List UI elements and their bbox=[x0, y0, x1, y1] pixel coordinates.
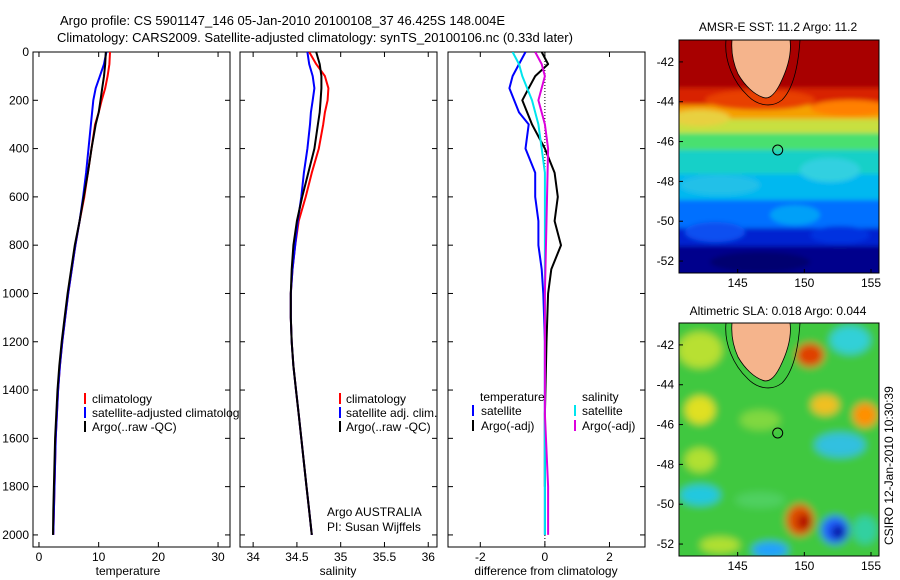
legend-temperature-satellite: satellite bbox=[481, 404, 522, 418]
sst-field bbox=[679, 40, 879, 273]
tasmania-land bbox=[725, 323, 801, 389]
sst-map-lat-label: -44 bbox=[657, 95, 675, 109]
figure-title-line2: Climatology: CARS2009. Satellite-adjuste… bbox=[57, 30, 573, 45]
salinity-x-tick-label: 35 bbox=[334, 550, 348, 564]
legend-argo-raw: Argo(..raw -QC) bbox=[92, 420, 177, 434]
sst-map-lon-label: 145 bbox=[728, 276, 748, 290]
depth-tick-label: 1800 bbox=[2, 480, 29, 494]
sst-map-lat-label: -46 bbox=[657, 135, 675, 149]
legend-argo-raw: Argo(..raw -QC) bbox=[346, 420, 431, 434]
sla-map-lat-label: -52 bbox=[657, 537, 675, 551]
temperature-x-tick-label: 10 bbox=[92, 550, 106, 564]
salinity-x-tick-label: 35.5 bbox=[373, 550, 397, 564]
depth-tick-label: 800 bbox=[9, 238, 29, 252]
argo-location-marker bbox=[772, 427, 784, 439]
sla-map-title: Altimetric SLA: 0.018 Argo: 0.044 bbox=[690, 304, 867, 318]
depth-tick-label: 1600 bbox=[2, 431, 29, 445]
difference-axis-label: difference from climatology bbox=[474, 564, 617, 578]
sst-map-lon-label: 150 bbox=[794, 276, 814, 290]
difference-series-0 bbox=[508, 52, 546, 535]
temperature-legend: climatology satellite-adjusted climatolo… bbox=[84, 392, 245, 434]
depth-tick-label: 1400 bbox=[2, 383, 29, 397]
difference-series-1 bbox=[521, 52, 562, 487]
legend-satellite-adjusted: satellite-adjusted climatology bbox=[92, 406, 245, 420]
salinity-axis-label: salinity bbox=[320, 564, 357, 578]
depth-tick-label: 1000 bbox=[2, 286, 29, 300]
sla-map-lon-label: 145 bbox=[728, 559, 748, 573]
sst-map-lat-label: -48 bbox=[657, 174, 675, 188]
sla-map-lat-label: -42 bbox=[657, 338, 675, 352]
legend-temperature-heading: temperature bbox=[480, 390, 545, 404]
map-sla: Altimetric SLA: 0.018 Argo: 0.044 bbox=[657, 304, 882, 573]
sst-map-title: AMSR-E SST: 11.2 Argo: 11.2 bbox=[699, 20, 858, 34]
sla-map-lon-label: 150 bbox=[794, 559, 814, 573]
sst-map-lat-label: -42 bbox=[657, 55, 675, 69]
legend-temperature-argo: Argo(-adj) bbox=[481, 419, 534, 433]
difference-legend: temperature satellite Argo(-adj) salinit… bbox=[472, 390, 635, 433]
depth-tick-label: 200 bbox=[9, 93, 29, 107]
salinity-series-2 bbox=[289, 52, 323, 536]
legend-climatology: climatology bbox=[346, 392, 406, 406]
temperature-x-tick-label: 20 bbox=[152, 550, 166, 564]
figure-title-line1: Argo profile: CS 5901147_146 05-Jan-2010… bbox=[60, 13, 505, 28]
data-center-annotation: Argo AUSTRALIA bbox=[327, 505, 422, 519]
legend-salinity-heading: salinity bbox=[582, 390, 619, 404]
depth-tick-label: 400 bbox=[9, 142, 29, 156]
difference-x-tick-label: -2 bbox=[475, 550, 486, 564]
tasmania-land bbox=[725, 40, 801, 106]
temperature-series-2 bbox=[52, 52, 107, 535]
depth-tick-label: 0 bbox=[22, 45, 29, 59]
legend-salinity-argo: Argo(-adj) bbox=[582, 419, 635, 433]
pi-annotation: PI: Susan Wijffels bbox=[327, 520, 421, 534]
panel-salinity: 34 34.5 35 35.5 36 salinity climatology sate… bbox=[239, 51, 438, 578]
legend-satellite-adj-clim: satellite adj. clim. bbox=[346, 406, 437, 420]
map-sst: AMSR-E SST: 11.2 Argo: 11.2 bbox=[657, 20, 882, 290]
sla-map-lat-label: -50 bbox=[657, 497, 675, 511]
panel-temperature: 0 10 20 30 0 200 400 600 800 1000 1200 1400 1600 1800… bbox=[2, 45, 245, 578]
temperature-x-tick-label: 0 bbox=[36, 550, 43, 564]
legend-salinity-satellite: satellite bbox=[582, 404, 623, 418]
temperature-axis-label: temperature bbox=[96, 564, 161, 578]
sst-map-lat-label: -50 bbox=[657, 214, 675, 228]
panel-difference: -2 0 2 difference from climatology tempera… bbox=[447, 51, 646, 578]
depth-tick-label: 600 bbox=[9, 190, 29, 204]
depth-tick-label: 1200 bbox=[2, 335, 29, 349]
sst-map-lat-label: -52 bbox=[657, 254, 675, 268]
sst-map-lon-label: 155 bbox=[861, 276, 881, 290]
sla-field bbox=[679, 323, 879, 556]
difference-series-3 bbox=[534, 52, 550, 535]
salinity-x-tick-label: 34.5 bbox=[285, 550, 309, 564]
sla-map-lon-label: 155 bbox=[861, 559, 881, 573]
difference-x-tick-label: 2 bbox=[606, 550, 613, 564]
temperature-x-tick-label: 30 bbox=[211, 550, 225, 564]
csiro-credit: CSIRO 12-Jan-2010 10:30:39 bbox=[882, 386, 896, 545]
sla-map-lat-label: -48 bbox=[657, 457, 675, 471]
depth-tick-label: 2000 bbox=[2, 528, 29, 542]
legend-climatology: climatology bbox=[92, 392, 152, 406]
sla-map-lat-label: -44 bbox=[657, 378, 675, 392]
sla-map-lat-label: -46 bbox=[657, 418, 675, 432]
difference-series-2 bbox=[511, 52, 546, 535]
salinity-x-tick-label: 34 bbox=[246, 550, 260, 564]
salinity-legend: climatology satellite adj. clim. Argo(..… bbox=[339, 392, 437, 434]
argo-location-marker bbox=[772, 144, 784, 156]
difference-x-tick-label: 0 bbox=[542, 550, 549, 564]
salinity-x-tick-label: 36 bbox=[422, 550, 436, 564]
